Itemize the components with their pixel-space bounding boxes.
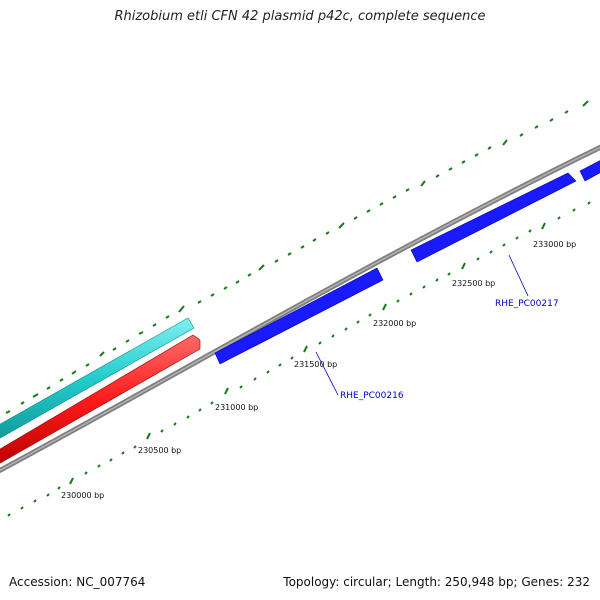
topology-stats-text: Topology: circular; Length: 250,948 bp; … — [283, 575, 590, 589]
tick-label-231500: 231500 bp — [294, 360, 337, 369]
gene-partial-right[interactable] — [579, 158, 600, 182]
cyan-feature[interactable] — [0, 317, 195, 441]
tick-label-232000: 232000 bp — [373, 319, 416, 328]
gene-rhe-pc00217[interactable] — [410, 172, 577, 263]
outer-tick-track — [5, 100, 589, 414]
gene-label-rhe-pc00217[interactable]: RHE_PC00217 — [495, 299, 559, 309]
gene-label-leader-217 — [508, 254, 529, 297]
tick-label-231000: 231000 bp — [215, 403, 258, 412]
red-feature[interactable] — [0, 334, 201, 466]
gene-label-rhe-pc00216[interactable]: RHE_PC00216 — [340, 391, 404, 401]
tick-label-230500: 230500 bp — [138, 446, 181, 455]
inner-tick-track — [7, 201, 591, 517]
gene-rhe-pc00216[interactable] — [214, 267, 384, 365]
tick-label-233000: 233000 bp — [533, 240, 576, 249]
gene-label-leader-216 — [315, 351, 339, 396]
tick-label-232500: 232500 bp — [452, 279, 495, 288]
accession-text: Accession: NC_007764 — [9, 575, 146, 589]
map-title: Rhizobium etli CFN 42 plasmid p42c, comp… — [114, 9, 486, 24]
tick-label-230000: 230000 bp — [61, 491, 104, 500]
